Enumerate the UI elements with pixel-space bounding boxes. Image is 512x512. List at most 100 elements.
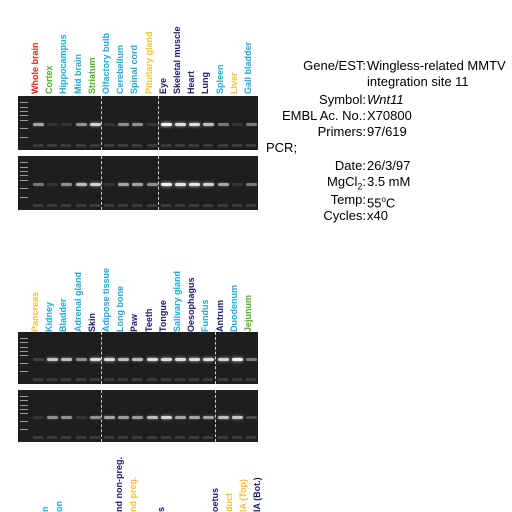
gel-well (104, 436, 114, 439)
gel-image-mid-lower (18, 390, 258, 442)
gel-well (231, 144, 242, 147)
lane-label-oesophagus: Oesophagus (186, 277, 197, 332)
gene-value-line1: Wingless-related MMTV (367, 58, 506, 73)
gel-well (132, 204, 143, 207)
symbol-value: Wnt11 (367, 92, 404, 107)
gene-value-line2: integration site 11 (367, 74, 469, 89)
lane-separator (214, 390, 216, 442)
date-value: 26/3/97 (367, 158, 411, 173)
gel-band (160, 183, 172, 186)
gel-band (231, 416, 243, 419)
gel-band (75, 358, 87, 361)
gel-well (246, 436, 256, 439)
gel-well (217, 144, 228, 147)
gel-band (89, 416, 101, 419)
gel-band (47, 183, 59, 186)
lane-separator (101, 156, 102, 210)
ladder-lane (18, 96, 30, 150)
gel-band (104, 123, 115, 126)
lane-label-duodenum: Duodenum (228, 285, 239, 332)
lane-separator (214, 332, 216, 384)
gel-well (203, 204, 214, 207)
gel-well (217, 378, 228, 381)
gel-well (246, 204, 256, 207)
gel-band (132, 183, 144, 186)
gel-image-mid-upper (18, 332, 258, 384)
lane-separator (101, 332, 102, 384)
gel-well (132, 144, 143, 147)
gel-well (33, 144, 43, 147)
gel-well (160, 204, 171, 207)
gel-band (47, 358, 59, 361)
gel-well (118, 144, 129, 147)
gel-band (217, 183, 229, 186)
gel-well (118, 378, 129, 381)
gel-well (118, 204, 129, 207)
gel-band (118, 183, 130, 186)
gel-well (203, 436, 214, 439)
gel-band (75, 123, 87, 126)
gel-band (160, 416, 172, 419)
gel-well (75, 378, 86, 381)
gel-well (47, 378, 58, 381)
gel-band (246, 358, 257, 361)
lane-separator (101, 390, 102, 442)
gel-well (61, 436, 72, 439)
lane-separator (157, 96, 159, 150)
mgcl-label: MgCl2: (327, 174, 366, 192)
lane-label-jejunum: Jejunum (243, 294, 253, 332)
gel-band (203, 123, 215, 126)
gel-band (203, 183, 215, 186)
gel-band (61, 358, 73, 361)
gel-band (231, 123, 243, 126)
gel-well (47, 204, 58, 207)
gel-band (132, 123, 144, 126)
gel-band (246, 416, 257, 419)
pcr-label: PCR; (266, 140, 298, 155)
gel-well (231, 204, 242, 207)
gel-band (146, 416, 158, 419)
gel-band (104, 358, 115, 361)
gel-well (89, 378, 100, 381)
lane-label-adrenal-gland: Adrenal gland (72, 271, 83, 332)
gel-well (75, 436, 86, 439)
gel-band (61, 123, 73, 126)
lane-separator (157, 156, 159, 210)
gel-band (47, 123, 59, 126)
gel-band (217, 416, 229, 419)
lane-label-skin: Skin (86, 312, 97, 332)
gel-well (146, 144, 157, 147)
gel-well (189, 204, 200, 207)
gel-band (33, 183, 44, 186)
gel-well (75, 144, 86, 147)
gel-well (104, 204, 114, 207)
primers-label: Primers: (317, 124, 366, 139)
gel-band (146, 183, 158, 186)
gel-band (189, 123, 201, 126)
gel-band (175, 358, 186, 361)
gel-band (118, 358, 130, 361)
gel-well (61, 144, 72, 147)
gel-well (146, 204, 157, 207)
gel-well (146, 378, 157, 381)
ladder-lane (18, 156, 30, 210)
lane-label-long-bone: Long bone (115, 286, 126, 332)
gel-well (89, 204, 100, 207)
gel-band (189, 358, 201, 361)
gel-well (246, 144, 256, 147)
gel-band (89, 183, 101, 186)
gel-image-top-lower (18, 156, 258, 210)
gel-band (160, 123, 172, 126)
experiment-info: Gene/EST: Wingless-related MMTV integrat… (0, 0, 512, 230)
gel-well (47, 436, 58, 439)
gel-well (189, 436, 200, 439)
gel-well (47, 144, 58, 147)
gel-band (175, 416, 186, 419)
gel-band (189, 183, 201, 186)
gel-well (203, 144, 214, 147)
gel-well (33, 436, 43, 439)
gel-band (33, 416, 44, 419)
gel-band (146, 123, 158, 126)
gel-band (47, 416, 59, 419)
gel-band (61, 416, 73, 419)
